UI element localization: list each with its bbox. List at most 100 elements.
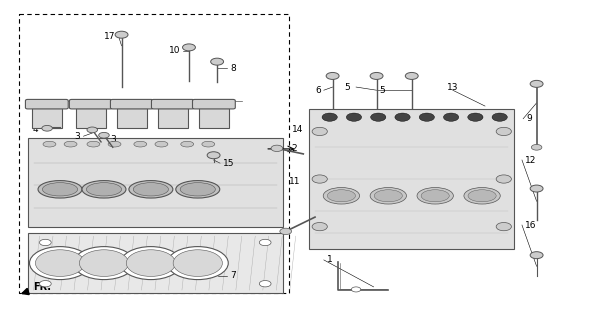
Circle shape — [312, 127, 327, 136]
Text: 10: 10 — [168, 46, 180, 55]
Circle shape — [99, 132, 109, 138]
Text: 17: 17 — [104, 32, 115, 41]
FancyBboxPatch shape — [70, 100, 112, 109]
Text: 16: 16 — [525, 220, 537, 229]
Circle shape — [352, 287, 360, 292]
Text: 15: 15 — [223, 159, 234, 168]
Circle shape — [115, 31, 128, 38]
Circle shape — [42, 125, 52, 131]
Circle shape — [322, 113, 337, 121]
Circle shape — [271, 145, 283, 151]
Circle shape — [167, 247, 229, 280]
Circle shape — [444, 113, 459, 121]
Circle shape — [120, 247, 181, 280]
Ellipse shape — [38, 180, 82, 198]
Ellipse shape — [417, 188, 454, 204]
Circle shape — [312, 222, 327, 231]
FancyBboxPatch shape — [25, 100, 68, 109]
Circle shape — [530, 252, 543, 259]
Ellipse shape — [468, 190, 496, 202]
Bar — [28, 233, 283, 293]
Circle shape — [530, 185, 543, 192]
Circle shape — [259, 239, 271, 246]
Ellipse shape — [176, 180, 220, 198]
Text: 4: 4 — [33, 125, 38, 134]
Text: 8: 8 — [230, 63, 236, 73]
Bar — [32, 108, 62, 128]
Circle shape — [211, 58, 224, 65]
Text: 5: 5 — [345, 83, 350, 92]
Ellipse shape — [180, 183, 216, 196]
Text: 1: 1 — [327, 255, 333, 264]
Ellipse shape — [82, 180, 126, 198]
Text: 12: 12 — [525, 156, 536, 164]
Circle shape — [29, 247, 91, 280]
Circle shape — [370, 113, 386, 121]
Circle shape — [80, 250, 128, 276]
Ellipse shape — [87, 141, 100, 147]
Circle shape — [346, 113, 362, 121]
Circle shape — [531, 144, 542, 150]
Ellipse shape — [181, 141, 194, 147]
Ellipse shape — [42, 183, 78, 196]
Bar — [199, 108, 230, 128]
Text: FR.: FR. — [22, 282, 51, 294]
Text: 3: 3 — [110, 135, 115, 144]
Ellipse shape — [129, 180, 173, 198]
Bar — [158, 108, 188, 128]
Text: 7: 7 — [230, 271, 236, 280]
Text: 6: 6 — [315, 86, 321, 95]
Circle shape — [126, 250, 176, 276]
FancyBboxPatch shape — [151, 100, 194, 109]
Text: 9: 9 — [526, 114, 532, 123]
Circle shape — [312, 175, 327, 183]
Circle shape — [39, 281, 51, 287]
Circle shape — [39, 239, 51, 246]
Circle shape — [183, 44, 196, 51]
Ellipse shape — [374, 190, 402, 202]
Ellipse shape — [108, 141, 121, 147]
Ellipse shape — [87, 183, 121, 196]
Text: 14: 14 — [292, 125, 303, 134]
Circle shape — [87, 127, 98, 133]
FancyBboxPatch shape — [193, 100, 235, 109]
Circle shape — [74, 247, 134, 280]
Ellipse shape — [202, 141, 215, 147]
Circle shape — [207, 152, 220, 159]
Ellipse shape — [155, 141, 168, 147]
Circle shape — [173, 250, 223, 276]
Circle shape — [496, 222, 511, 231]
Text: 13: 13 — [447, 83, 458, 92]
Circle shape — [370, 72, 383, 79]
Ellipse shape — [64, 141, 77, 147]
Text: 5: 5 — [379, 86, 385, 95]
Circle shape — [405, 72, 418, 79]
Text: 3: 3 — [75, 132, 81, 141]
Ellipse shape — [323, 188, 359, 204]
Ellipse shape — [327, 190, 356, 202]
Ellipse shape — [421, 190, 449, 202]
Ellipse shape — [133, 183, 168, 196]
Circle shape — [35, 250, 85, 276]
Circle shape — [259, 281, 271, 287]
Text: 11: 11 — [289, 178, 300, 187]
Circle shape — [280, 228, 292, 235]
Circle shape — [468, 113, 483, 121]
Circle shape — [419, 113, 435, 121]
Circle shape — [496, 175, 511, 183]
Bar — [309, 109, 514, 249]
Circle shape — [492, 113, 507, 121]
FancyBboxPatch shape — [110, 100, 153, 109]
Ellipse shape — [43, 141, 56, 147]
Circle shape — [326, 72, 339, 79]
Circle shape — [496, 127, 511, 136]
Bar — [76, 108, 107, 128]
Text: 2: 2 — [292, 144, 297, 153]
Circle shape — [395, 113, 410, 121]
Bar — [28, 138, 283, 227]
Circle shape — [530, 80, 543, 87]
Ellipse shape — [134, 141, 147, 147]
Ellipse shape — [464, 188, 500, 204]
Bar — [117, 108, 147, 128]
Ellipse shape — [370, 188, 406, 204]
